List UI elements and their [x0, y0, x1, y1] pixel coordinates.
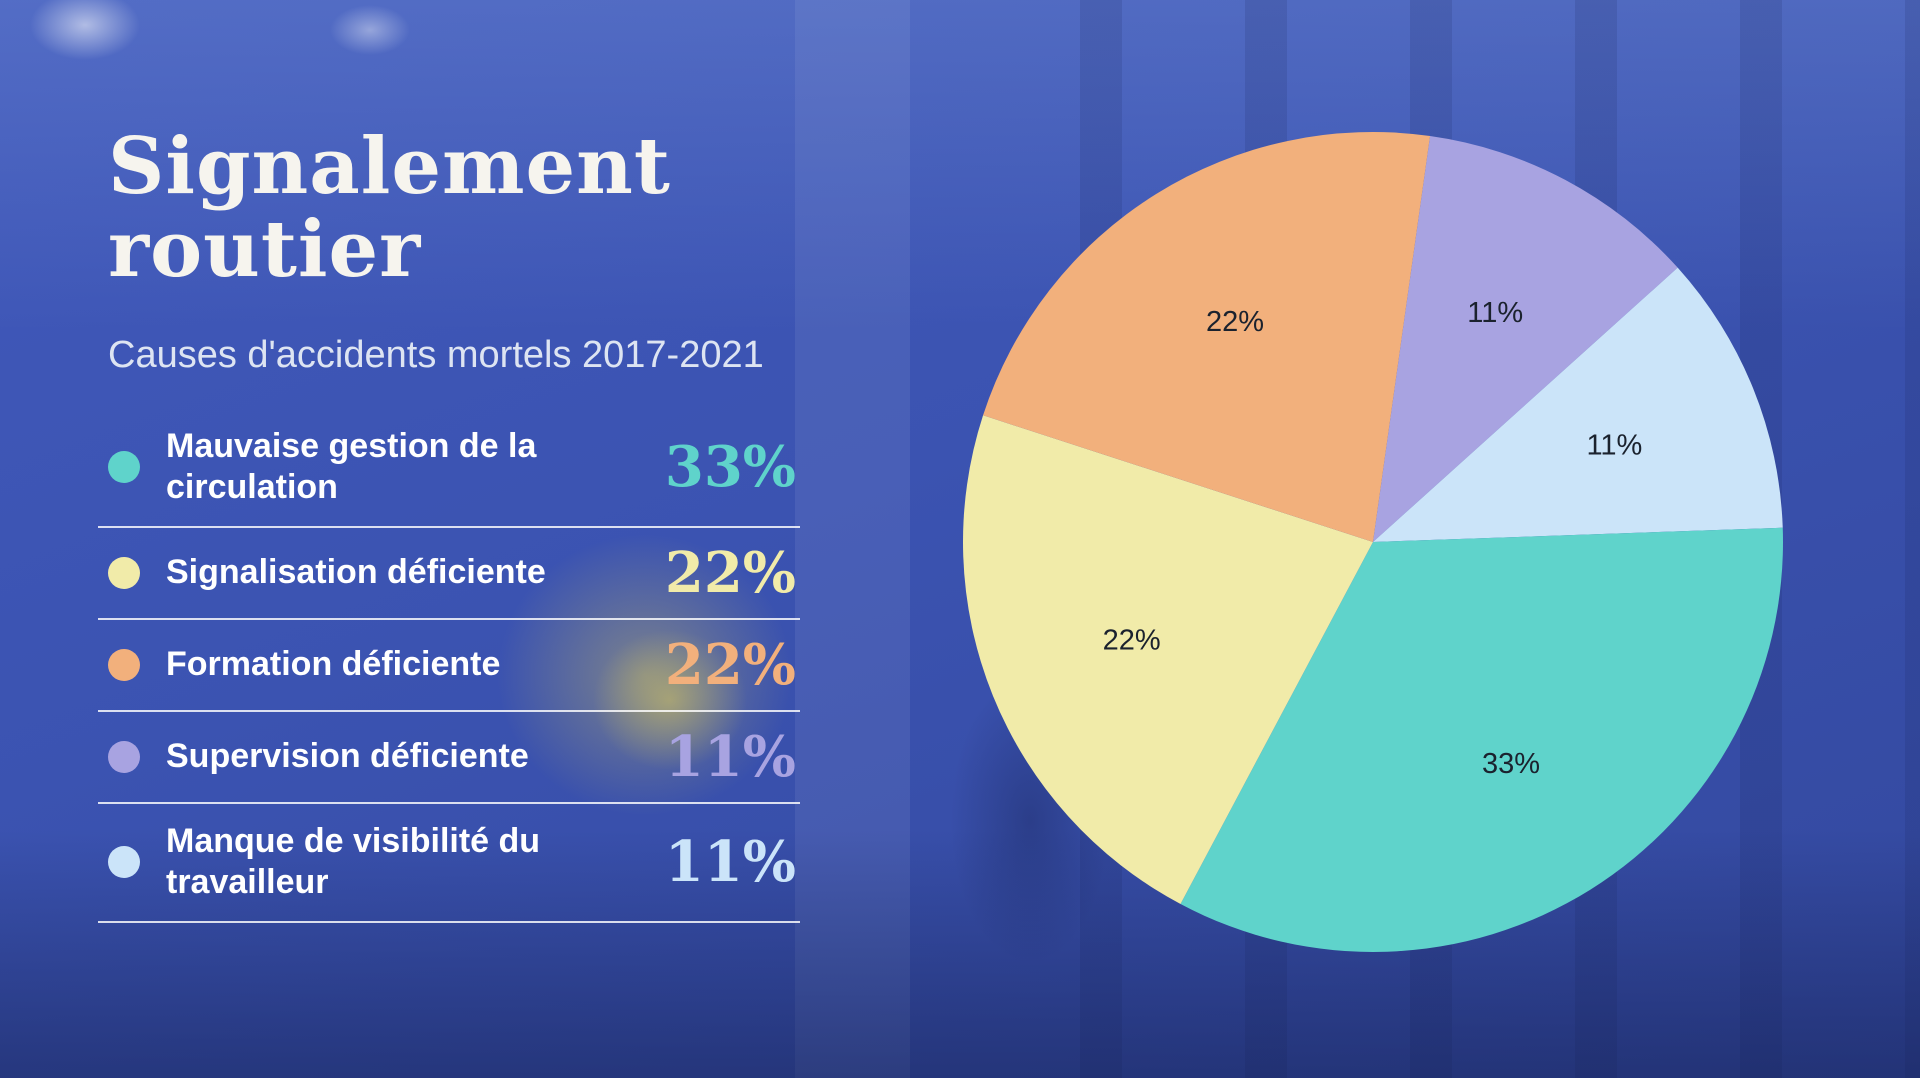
pie-slice-4	[983, 132, 1431, 543]
legend-label: Supervision déficiente	[166, 737, 529, 776]
legend-percent: 33%	[664, 434, 796, 501]
pie-slice-label: 11%	[1467, 297, 1523, 329]
warehouse-pillar	[795, 0, 910, 1078]
legend-item: Formation déficiente 22%	[98, 620, 800, 712]
legend-percent: 22%	[664, 631, 796, 698]
page-title: Signalement routier	[108, 121, 671, 295]
legend-percent: 22%	[664, 539, 796, 606]
legend-item: Mauvaise gestion de la circulation 33%	[98, 409, 800, 528]
left-panel: Signalement routier Causes d'accidents m…	[98, 121, 800, 923]
pie-slice-3	[963, 415, 1373, 905]
pie-slice-0	[1373, 135, 1678, 542]
pie-slice-label: 11%	[1586, 429, 1642, 461]
legend-color-dot	[108, 740, 140, 773]
ceiling-light-glow	[30, 0, 140, 60]
legend-item: Signalisation déficiente 22%	[98, 528, 800, 620]
legend-label: Mauvaise gestion de la circulation	[166, 426, 537, 507]
pie-slice-label: 22%	[1206, 306, 1264, 338]
legend-percent: 11%	[664, 723, 796, 790]
legend-label: Signalisation déficiente	[166, 553, 546, 592]
legend-item: Supervision déficiente 11%	[98, 712, 800, 804]
legend: Mauvaise gestion de la circulation 33% Sig…	[98, 409, 800, 923]
legend-color-dot	[108, 556, 140, 589]
pie-slice-1	[1373, 267, 1783, 542]
legend-color-dot	[108, 846, 140, 879]
legend-label: Manque de visibilité du travailleur	[166, 821, 541, 902]
pie-slice-label: 33%	[1482, 748, 1540, 780]
pie-chart: 11% 11% 33% 22% 22%	[963, 132, 1783, 952]
ceiling-light-glow	[330, 5, 410, 55]
legend-percent: 11%	[664, 829, 796, 896]
legend-color-dot	[108, 648, 140, 681]
legend-item: Manque de visibilité du travailleur 11%	[98, 804, 800, 923]
pie-slice-2	[1180, 527, 1783, 952]
legend-color-dot	[108, 451, 140, 484]
subtitle: Causes d'accidents mortels 2017-2021	[108, 334, 764, 377]
pie-slice-label: 22%	[1103, 625, 1161, 657]
legend-label: Formation déficiente	[166, 645, 501, 684]
